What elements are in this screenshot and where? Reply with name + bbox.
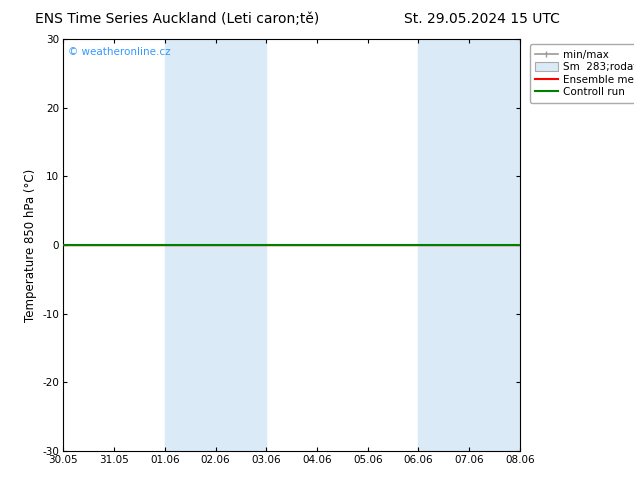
Text: © weatheronline.cz: © weatheronline.cz (68, 48, 171, 57)
Bar (418, 39, 520, 451)
Legend: min/max, Sm  283;rodatn acute; odchylka, Ensemble mean run, Controll run: min/max, Sm 283;rodatn acute; odchylka, … (529, 45, 634, 102)
Text: St. 29.05.2024 15 UTC: St. 29.05.2024 15 UTC (404, 12, 560, 26)
Y-axis label: Temperature 850 hPa (°C): Temperature 850 hPa (°C) (24, 169, 37, 321)
Bar (165, 39, 266, 451)
Text: ENS Time Series Auckland (Leti caron;tě): ENS Time Series Auckland (Leti caron;tě) (36, 12, 320, 26)
